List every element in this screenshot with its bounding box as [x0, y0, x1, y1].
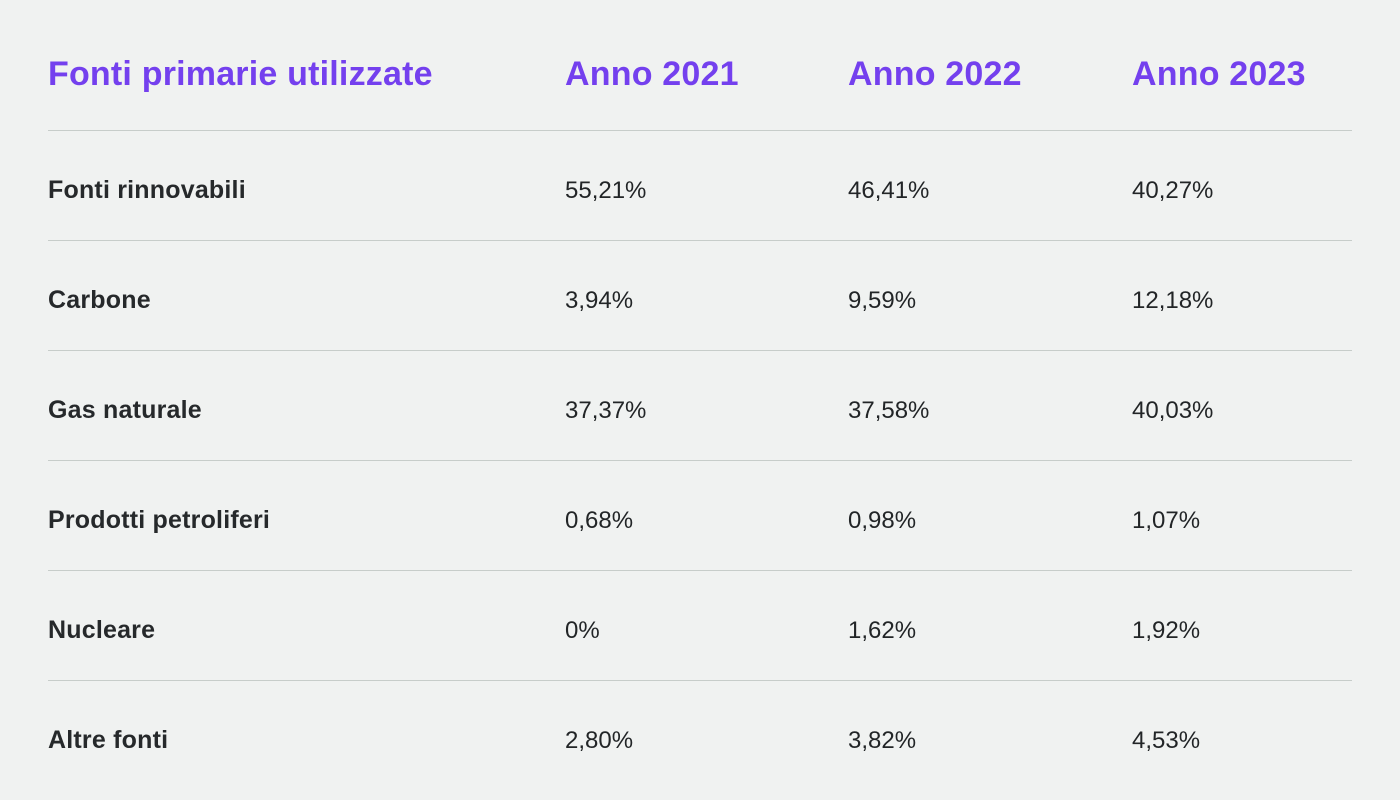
row-value-2022: 0,98%: [848, 506, 917, 534]
row-value-2021: 2,80%: [565, 726, 634, 754]
row-value-2023: 12,18%: [1132, 286, 1214, 314]
row-value-2023: 4,53%: [1132, 726, 1201, 754]
table-row: Carbone 3,94% 9,59% 12,18%: [48, 240, 1352, 350]
row-label: Altre fonti: [48, 726, 169, 754]
row-label: Prodotti petroliferi: [48, 506, 271, 534]
table-body: Fonti rinnovabili 55,21% 46,41% 40,27% Carbo…: [48, 130, 1352, 790]
row-value-2022: 46,41%: [848, 176, 930, 204]
row-value-2022: 9,59%: [848, 286, 917, 314]
row-label: Nucleare: [48, 616, 156, 644]
column-header-anno-2023: Anno 2023: [1132, 54, 1306, 93]
column-header-anno-2021: Anno 2021: [565, 54, 739, 93]
table-row: Nucleare 0% 1,62% 1,92%: [48, 570, 1352, 680]
row-label: Gas naturale: [48, 396, 202, 424]
row-value-2021: 55,21%: [565, 176, 647, 204]
row-value-2022: 1,62%: [848, 616, 917, 644]
row-value-2023: 40,27%: [1132, 176, 1214, 204]
row-value-2022: 37,58%: [848, 396, 930, 424]
row-label: Fonti rinnovabili: [48, 176, 246, 204]
table-row: Altre fonti 2,80% 3,82% 4,53%: [48, 680, 1352, 790]
row-value-2021: 37,37%: [565, 396, 647, 424]
row-value-2021: 0%: [565, 616, 600, 644]
row-value-2023: 1,07%: [1132, 506, 1201, 534]
row-label: Carbone: [48, 286, 151, 314]
row-value-2021: 3,94%: [565, 286, 634, 314]
row-value-2023: 40,03%: [1132, 396, 1214, 424]
table-row: Prodotti petroliferi 0,68% 0,98% 1,07%: [48, 460, 1352, 570]
column-header-anno-2022: Anno 2022: [848, 54, 1022, 93]
table-title: Fonti primarie utilizzate: [48, 54, 433, 93]
table-row: Gas naturale 37,37% 37,58% 40,03%: [48, 350, 1352, 460]
row-value-2022: 3,82%: [848, 726, 917, 754]
row-value-2021: 0,68%: [565, 506, 634, 534]
table-header-row: Fonti primarie utilizzate Anno 2021 Anno…: [48, 0, 1352, 130]
table-row: Fonti rinnovabili 55,21% 46,41% 40,27%: [48, 130, 1352, 240]
row-value-2023: 1,92%: [1132, 616, 1201, 644]
